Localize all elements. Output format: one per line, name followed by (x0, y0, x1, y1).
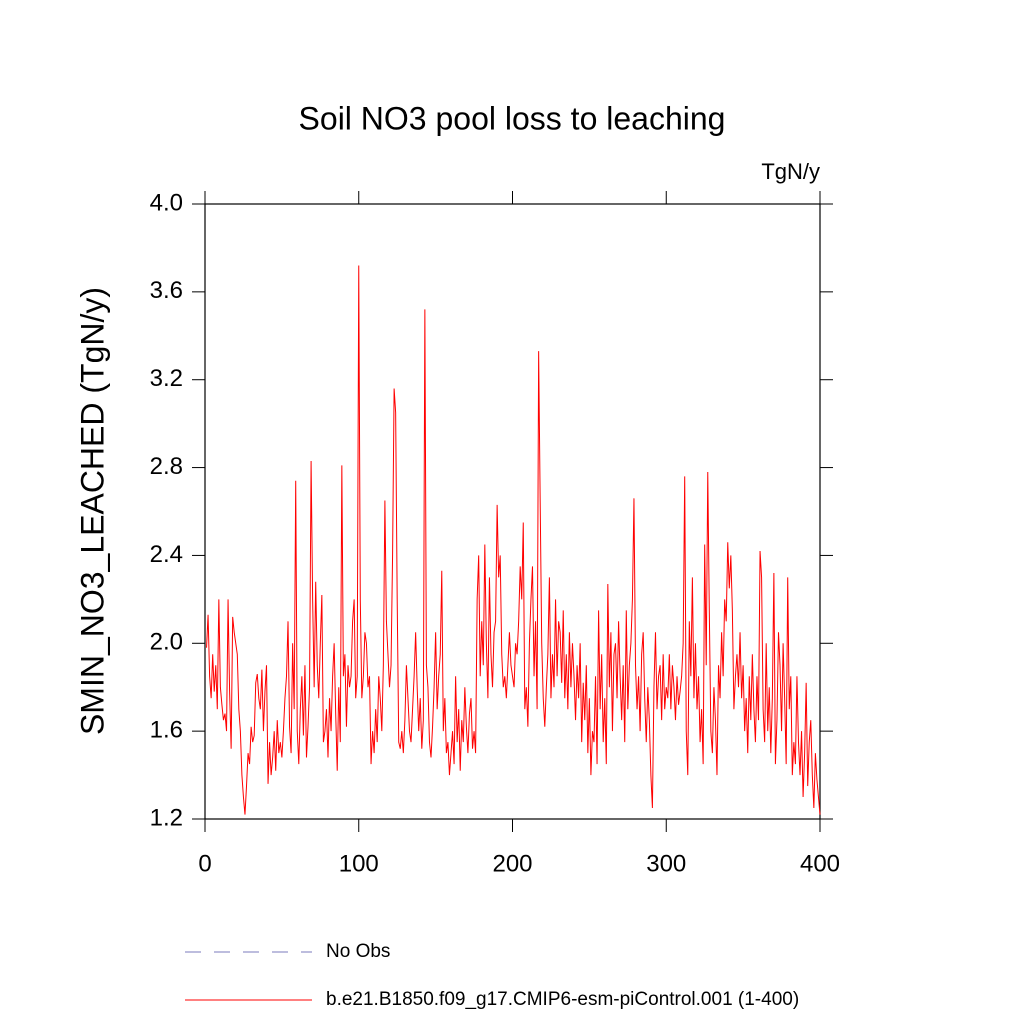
units-label: TgN/y (761, 159, 820, 184)
y-tick-label: 2.8 (150, 453, 183, 480)
x-tick-label: 300 (646, 850, 686, 877)
x-tick-label: 0 (198, 850, 211, 877)
y-tick-label: 3.2 (150, 365, 183, 392)
data-line (206, 265, 821, 815)
x-tick-label: 400 (800, 850, 840, 877)
y-tick-label: 1.2 (150, 804, 183, 831)
legend-label: No Obs (326, 941, 390, 962)
chart-title: Soil NO3 pool loss to leaching (299, 100, 726, 136)
y-tick-label: 4.0 (150, 189, 183, 216)
y-axis-label: SMIN_NO3_LEACHED (TgN/y) (74, 287, 110, 735)
y-tick-label: 2.4 (150, 541, 183, 568)
y-tick-label: 2.0 (150, 629, 183, 656)
legend-label: b.e21.B1850.f09_g17.CMIP6-esm-piControl.… (326, 989, 799, 1010)
x-tick-label: 100 (339, 850, 379, 877)
y-tick-label: 1.6 (150, 716, 183, 743)
y-tick-label: 3.6 (150, 277, 183, 304)
x-tick-label: 200 (492, 850, 532, 877)
